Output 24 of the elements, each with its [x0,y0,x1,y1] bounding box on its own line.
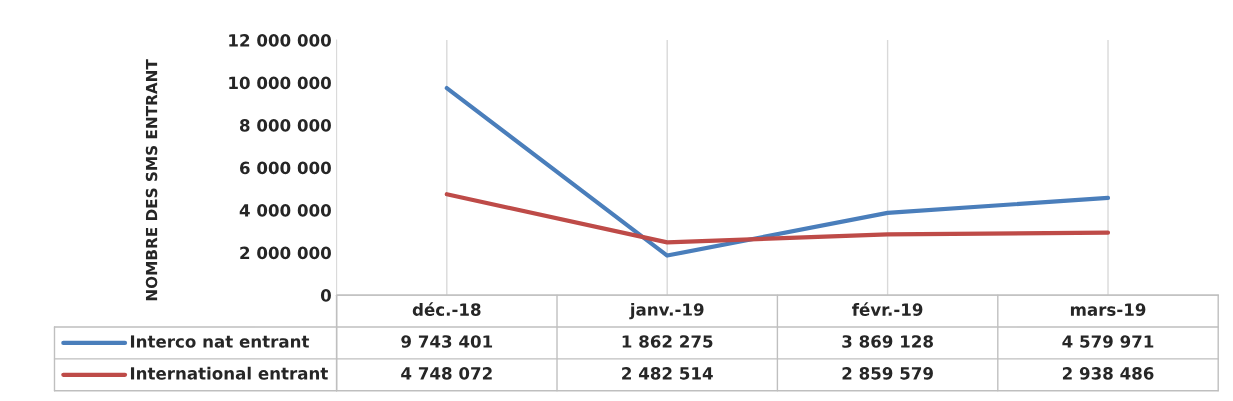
y-tick-label: 0 [320,289,331,302]
data-label: 2 859 579 [842,367,933,380]
data-label: 1 862 275 [622,335,713,348]
y-tick-label: 2 000 000 [240,246,331,260]
y-tick-label: 6 000 000 [240,161,331,175]
legend-label: Interco nat entrant [130,335,310,348]
data-label: 4 579 971 [1062,335,1154,348]
x-tick-label: mars-19 [1070,303,1146,316]
x-tick-label: févr.-19 [852,302,923,316]
data-label: 4 748 072 [401,367,492,380]
line-series [444,192,1111,245]
data-label: 3 869 128 [842,335,933,348]
legend-label: International entrant [130,366,328,380]
x-tick-label: janv.-19 [629,302,704,320]
data-label: 9 743 401 [401,335,493,348]
x-tick-label: déc.-18 [412,302,481,316]
y-axis-title: NOMBRE DES SMS ENTRANT [145,59,158,301]
data-label: 2 938 486 [1062,367,1154,380]
data-label: 2 482 514 [622,367,713,380]
y-tick-label: 4 000 000 [239,204,331,217]
y-tick-label: 8 000 000 [239,119,331,132]
line-series [444,85,1111,258]
y-tick-label: 10 000 000 [229,76,331,90]
y-tick-label: 12 000 000 [229,34,331,47]
